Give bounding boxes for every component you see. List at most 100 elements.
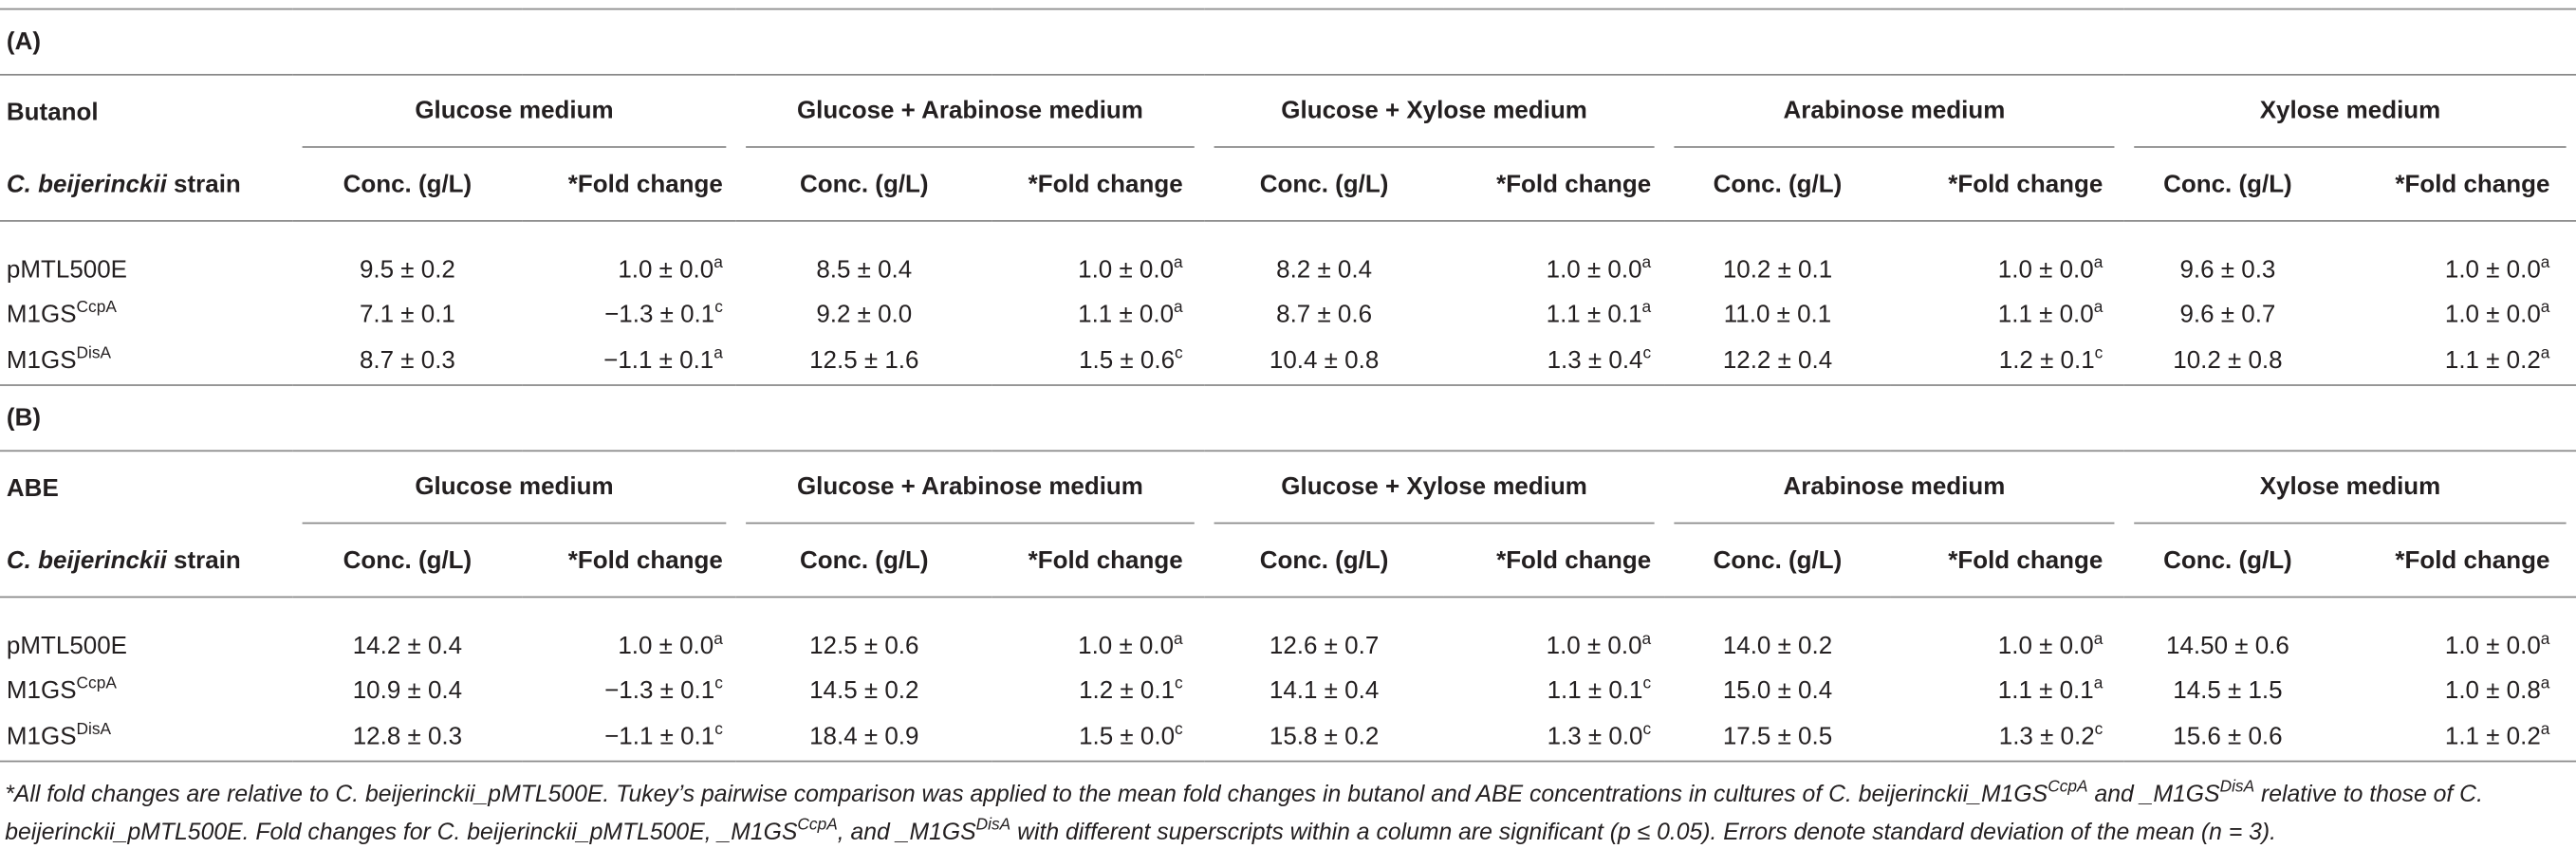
- conc-header: Conc. (g/L): [1664, 524, 1891, 599]
- conc-cell: 15.0 ± 0.4: [1664, 667, 1891, 712]
- superscript: a: [2093, 630, 2103, 649]
- conc-value: 8.7 ± 0.3: [359, 346, 455, 375]
- strain-name: M1GS: [6, 675, 77, 704]
- conc-value: 15.8 ± 0.2: [1269, 722, 1380, 751]
- fold-value: 1.3 ± 0.2: [1998, 722, 2095, 751]
- fold-value: 1.5 ± 0.0: [1079, 722, 1176, 751]
- superscript: a: [1641, 254, 1652, 273]
- conc-value: 9.5 ± 0.2: [359, 256, 455, 285]
- fold-value: 1.0 ± 0.0: [1546, 632, 1642, 661]
- fold-cell: 1.0 ± 0.0a: [1444, 597, 1664, 667]
- conc-value: 10.4 ± 0.8: [1269, 346, 1380, 375]
- conc-value: 9.6 ± 0.7: [2179, 300, 2276, 328]
- data-row: M1GSDisA 12.8 ± 0.3 −1.1 ± 0.1c 18.4 ± 0.9 1…: [0, 712, 2576, 763]
- conc-cell: 12.8 ± 0.3: [292, 712, 523, 763]
- fold-cell: −1.1 ± 0.1a: [522, 336, 736, 386]
- data-row: pMTL500E 14.2 ± 0.4 1.0 ± 0.0a 12.5 ± 0.6 1.…: [0, 597, 2576, 667]
- fold-value: 1.2 ± 0.1: [1079, 675, 1176, 704]
- fold-value: 1.0 ± 0.0: [618, 632, 714, 661]
- strain-cell: pMTL500E: [0, 597, 292, 667]
- conc-cell: 10.9 ± 0.4: [292, 667, 522, 712]
- fold-cell: 1.5 ± 0.6c: [991, 336, 1205, 386]
- fold-value: 1.1 ± 0.2: [2444, 722, 2541, 751]
- conc-cell: 12.6 ± 0.7: [1204, 597, 1444, 667]
- superscript: a: [2540, 630, 2550, 649]
- conc-cell: 14.1 ± 0.4: [1204, 667, 1444, 712]
- superscript: DisA: [76, 721, 112, 740]
- fold-value: 1.0 ± 0.0: [2444, 300, 2541, 328]
- section-label-row: (A): [0, 8, 2576, 76]
- media-header: Glucose medium: [302, 452, 727, 525]
- superscript: CcpA: [76, 673, 117, 692]
- superscript: c: [1175, 721, 1183, 740]
- conc-value: 15.6 ± 0.6: [2173, 722, 2283, 751]
- media-header-cell: Xylose medium: [2124, 75, 2576, 148]
- fold-value: 1.1 ± 0.0: [1078, 300, 1175, 328]
- superscript: c: [714, 673, 723, 692]
- conc-cell: 17.5 ± 0.5: [1664, 712, 1891, 763]
- media-header-row: ABE Glucose medium Glucose + Arabinose med…: [0, 451, 2576, 525]
- strain-header: C. beijerinckii strain: [0, 524, 293, 599]
- superscript: c: [2094, 721, 2103, 740]
- conc-cell: 8.2 ± 0.4: [1204, 221, 1444, 291]
- strain-word: strain: [174, 545, 241, 575]
- fold-value: 1.1 ± 0.1: [1546, 300, 1642, 328]
- conc-cell: 12.5 ± 1.6: [735, 336, 992, 386]
- conc-header: Conc. (g/L): [735, 524, 992, 599]
- superscript: a: [1174, 254, 1183, 273]
- fold-cell: 1.0 ± 0.0a: [992, 597, 1204, 667]
- strain-word: strain: [174, 170, 241, 198]
- conc-cell: 15.8 ± 0.2: [1204, 712, 1444, 763]
- conc-cell: 14.5 ± 0.2: [736, 667, 992, 712]
- superscript: a: [1174, 298, 1183, 317]
- fold-cell: 1.0 ± 0.0a: [992, 221, 1204, 291]
- fold-cell: −1.1 ± 0.1c: [522, 712, 736, 763]
- conc-cell: 8.7 ± 0.6: [1204, 290, 1444, 336]
- fold-cell: 1.0 ± 0.0a: [1891, 597, 2124, 667]
- conc-value: 12.6 ± 0.7: [1269, 632, 1380, 661]
- fold-header: *Fold change: [991, 147, 1205, 222]
- media-header: Glucose + Xylose medium: [1214, 76, 1655, 148]
- conc-cell: 14.5 ± 1.5: [2124, 667, 2331, 712]
- conc-value: 14.5 ± 0.2: [809, 675, 919, 704]
- fold-cell: 1.2 ± 0.1c: [1890, 336, 2124, 386]
- superscript: a: [2540, 298, 2550, 317]
- conc-value: 15.0 ± 0.4: [1722, 675, 1833, 704]
- conc-value: 17.5 ± 0.5: [1722, 722, 1833, 751]
- media-header-cell: Xylose medium: [2124, 451, 2576, 525]
- strain-genus: C. beijerinckii: [6, 170, 167, 198]
- media-header: Xylose medium: [2134, 76, 2567, 148]
- column-header-row: C. beijerinckii strain Conc. (g/L) *Fold c…: [0, 524, 2576, 599]
- media-header-cell: Arabinose medium: [1664, 75, 2124, 148]
- media-header: Glucose + Arabinose medium: [746, 452, 1195, 525]
- strain-cell: M1GSDisA: [0, 712, 293, 763]
- data-row: M1GSDisA 8.7 ± 0.3 −1.1 ± 0.1a 12.5 ± 1.6 1.…: [0, 336, 2576, 386]
- conc-header: Conc. (g/L): [1204, 147, 1444, 222]
- conc-value: 18.4 ± 0.9: [809, 722, 919, 751]
- fold-value: 1.1 ± 0.1: [1547, 675, 1643, 704]
- superscript: a: [2093, 298, 2103, 317]
- footnote-superscript: DisA: [975, 816, 1011, 835]
- fold-value: 1.1 ± 0.1: [1997, 675, 2094, 704]
- conc-value: 8.5 ± 0.4: [816, 256, 913, 285]
- strain-name: pMTL500E: [6, 632, 127, 661]
- superscript: c: [1175, 673, 1183, 692]
- superscript: DisA: [76, 344, 112, 363]
- superscript: c: [1642, 721, 1652, 740]
- conc-cell: 18.4 ± 0.9: [735, 712, 992, 763]
- fold-cell: 1.1 ± 0.0a: [1891, 290, 2124, 336]
- conc-cell: 9.6 ± 0.3: [2124, 221, 2331, 291]
- media-header-cell: Glucose + Arabinose medium: [736, 75, 1204, 148]
- superscript: a: [2540, 721, 2550, 740]
- fold-cell: 1.1 ± 0.1c: [1444, 667, 1664, 712]
- superscript: a: [2540, 673, 2550, 692]
- conc-value: 14.50 ± 0.6: [2166, 632, 2289, 661]
- fold-value: 1.5 ± 0.6: [1079, 346, 1176, 375]
- fold-cell: 1.0 ± 0.0a: [2331, 290, 2576, 336]
- conc-cell: 10.4 ± 0.8: [1204, 336, 1444, 386]
- conc-header: Conc. (g/L): [1664, 147, 1891, 222]
- footnote: *All fold changes are relative to C. bei…: [0, 777, 2571, 853]
- fold-cell: 1.3 ± 0.2c: [1890, 712, 2124, 763]
- conc-value: 10.2 ± 0.1: [1722, 256, 1833, 285]
